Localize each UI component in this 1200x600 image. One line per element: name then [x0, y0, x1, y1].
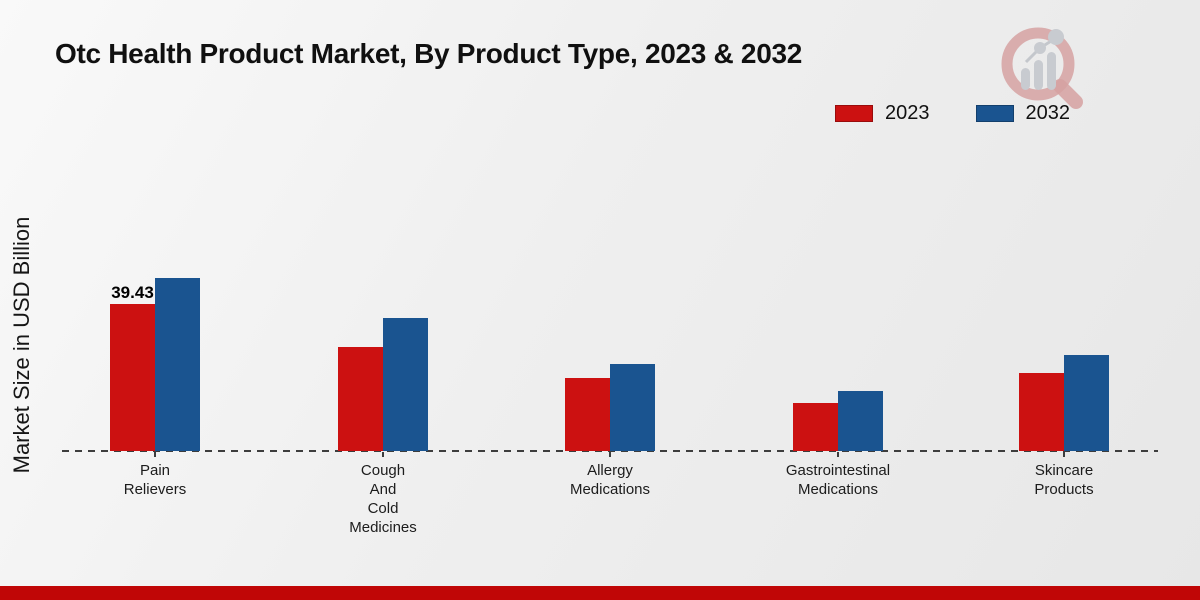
- bar-2023-skincare-products: [1019, 373, 1064, 451]
- legend-swatch-2023: [835, 105, 873, 122]
- bar-2032-cough-and-cold-medicines: [383, 318, 428, 451]
- x-axis-tick: [154, 452, 156, 457]
- x-axis-tick: [837, 452, 839, 457]
- bar-2032-allergy-medications: [610, 364, 655, 451]
- category-label-gastrointestinal-medications: Gastrointestinal Medications: [785, 462, 891, 498]
- bar-2023-gastrointestinal-medications: [793, 403, 838, 451]
- category-label-allergy-medications: Allergy Medications: [569, 462, 651, 498]
- legend-swatch-2032: [975, 105, 1014, 122]
- legend-item-2032: 2032: [975, 102, 1071, 125]
- bar-2032-gastrointestinal-medications: [838, 391, 883, 451]
- data-label-2023-pain-relievers: 39.43: [111, 283, 154, 302]
- bar-2023-pain-relievers: [110, 304, 155, 451]
- bar-2032-skincare-products: [1064, 355, 1109, 451]
- legend-label: 2023: [885, 102, 930, 124]
- bar-2023-allergy-medications: [565, 378, 610, 451]
- bar-2032-pain-relievers: [155, 278, 200, 451]
- x-axis-tick: [1063, 452, 1065, 457]
- chart-title: Otc Health Product Market, By Product Ty…: [55, 38, 803, 69]
- legend-item-2023: 2023: [835, 102, 930, 125]
- x-axis-baseline: [62, 450, 1158, 452]
- category-label-cough-and-cold-medicines: Cough And Cold Medicines: [349, 462, 417, 536]
- footer-stripe: [0, 586, 1200, 600]
- category-label-skincare-products: Skincare Products: [1034, 462, 1094, 498]
- legend-label: 2032: [1025, 102, 1071, 124]
- bar-2023-cough-and-cold-medicines: [338, 347, 383, 451]
- x-axis-tick: [382, 452, 384, 457]
- x-axis-tick: [609, 452, 611, 457]
- market-research-magnifier-logo: [1001, 27, 1083, 109]
- category-label-pain-relievers: Pain Relievers: [123, 462, 187, 498]
- legend: 2023 2032: [835, 102, 1070, 125]
